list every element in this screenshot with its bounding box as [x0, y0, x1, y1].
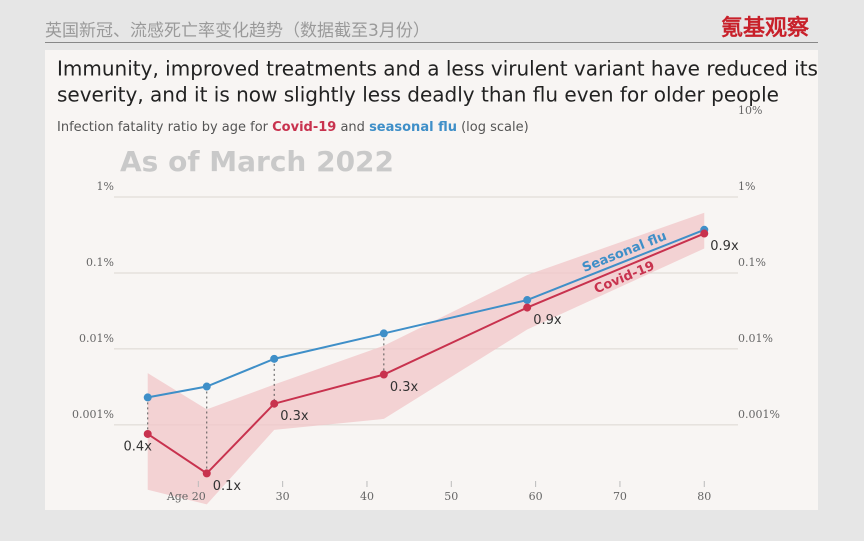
series-line: [147, 232, 705, 475]
chart-title-line: severity, and it is now slightly less de…: [57, 83, 779, 107]
ratio-label: 0.3x: [280, 409, 309, 424]
subtitle: Infection fatality ratio by age for Covi…: [57, 120, 529, 135]
annotation: As of March 2022: [120, 145, 394, 178]
y2-tick-label: 0.01%: [738, 332, 773, 345]
subtitle-part: Covid-19: [272, 120, 336, 135]
x-tick-label: 80: [697, 490, 711, 503]
subtitle-part: seasonal flu: [369, 120, 457, 135]
point: [523, 296, 532, 305]
x-tick-label: 50: [444, 490, 458, 503]
ratio-label: 0.3x: [390, 380, 419, 395]
point: [202, 469, 211, 478]
point: [700, 229, 709, 238]
header-title: 英国新冠、流感死亡率变化趋势（数据截至3月份）: [45, 21, 430, 41]
y-tick-label: 0.01%: [79, 332, 114, 345]
ratio-label: 0.1x: [213, 479, 242, 494]
point: [143, 393, 152, 402]
subtitle-part: and: [336, 120, 369, 135]
y2-tick-label: 1%: [738, 180, 755, 193]
divider: [45, 42, 818, 43]
y-tick-label: 0.1%: [86, 256, 114, 269]
point: [379, 329, 388, 338]
x-tick-label: 70: [613, 490, 627, 503]
x-tick-label: 40: [360, 490, 374, 503]
y2-tick-label: 10%: [738, 104, 762, 117]
y-tick-label: 0.001%: [72, 408, 114, 421]
ratio-label: 0.4x: [124, 439, 153, 454]
point: [379, 370, 388, 379]
chart-title-line: Immunity, improved treatments and a less…: [57, 57, 818, 81]
point: [523, 303, 532, 312]
point: [202, 382, 211, 391]
x-tick-label: Age 20: [166, 490, 206, 503]
ratio-label: 0.9x: [710, 239, 739, 254]
x-tick-label: 60: [529, 490, 543, 503]
point: [143, 429, 152, 438]
subtitle-part: Infection fatality ratio by age for: [57, 120, 272, 135]
plot: [114, 196, 738, 505]
logo: 氪基观察: [720, 16, 809, 41]
series-line: [147, 228, 705, 399]
y2-tick-label: 0.1%: [738, 256, 766, 269]
subtitle-part: (log scale): [457, 120, 529, 135]
y-tick-label: 1%: [97, 180, 114, 193]
y2-tick-label: 0.001%: [738, 408, 780, 421]
ratio-label: 0.9x: [533, 313, 562, 328]
point: [270, 399, 279, 408]
point: [270, 354, 279, 363]
x-tick-label: 30: [276, 490, 290, 503]
